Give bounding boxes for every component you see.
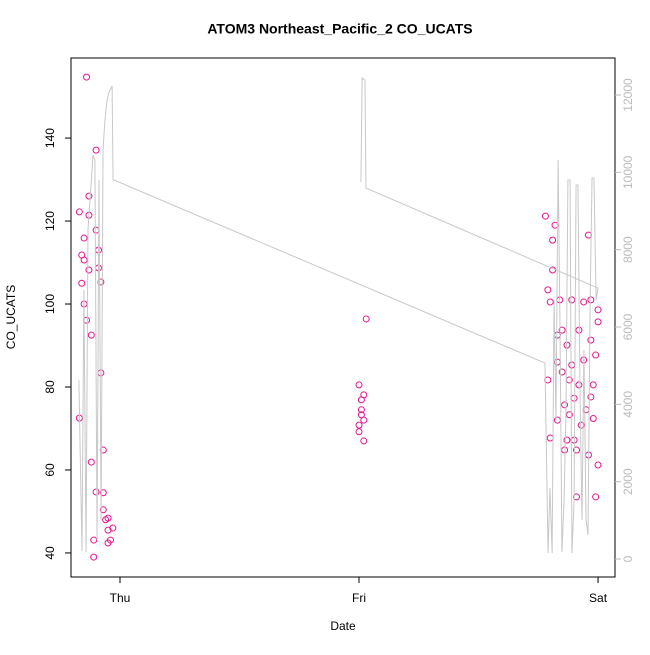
data-point <box>83 73 91 81</box>
data-point <box>558 326 566 334</box>
y2-tick-label: 2000 <box>621 468 635 495</box>
data-point <box>80 256 88 264</box>
data-point <box>577 421 585 429</box>
data-point <box>109 524 117 532</box>
data-point <box>355 421 363 429</box>
data-point <box>99 489 107 497</box>
data-point <box>360 416 368 424</box>
data-point <box>85 192 93 200</box>
data-point <box>587 336 595 344</box>
data-point <box>594 318 602 326</box>
y-tick-label: 60 <box>43 463 57 477</box>
y2-tick-label: 8000 <box>621 236 635 263</box>
altitude-line <box>78 77 599 554</box>
data-point <box>85 266 93 274</box>
data-point <box>587 393 595 401</box>
data-point <box>87 458 95 466</box>
data-point <box>92 146 100 154</box>
data-point <box>546 298 554 306</box>
y2-tick-label: 0 <box>621 555 635 562</box>
data-point <box>575 381 583 389</box>
data-point <box>553 331 561 339</box>
data-point <box>587 296 595 304</box>
x-axis-label: Date <box>330 619 356 633</box>
data-point <box>553 416 561 424</box>
data-point <box>362 315 370 323</box>
data-point <box>97 369 105 377</box>
y2-tick-label: 4000 <box>621 391 635 418</box>
data-point <box>360 391 368 399</box>
data-point <box>561 401 569 409</box>
data-point <box>92 488 100 496</box>
data-point <box>549 236 557 244</box>
x-tick-label: Thu <box>110 591 131 605</box>
x-tick-label: Sat <box>589 591 608 605</box>
y2-tick-label: 6000 <box>621 313 635 340</box>
data-point <box>90 536 98 544</box>
data-point <box>561 446 569 454</box>
data-point <box>568 361 576 369</box>
chart-title: ATOM3 Northeast_Pacific_2 CO_UCATS <box>207 21 472 37</box>
data-point <box>78 279 86 287</box>
data-point <box>568 296 576 304</box>
plot-box <box>70 57 616 578</box>
data-point <box>582 406 590 414</box>
y-tick-label: 80 <box>43 380 57 394</box>
data-point <box>80 234 88 242</box>
y-tick-label: 40 <box>43 546 57 560</box>
y-tick-label: 140 <box>43 128 57 148</box>
data-point <box>592 493 600 501</box>
data-point <box>104 514 112 522</box>
x-tick-label: Fri <box>352 591 366 605</box>
y-axis-label: CO_UCATS <box>4 285 18 349</box>
data-point <box>541 212 549 220</box>
data-point <box>360 437 368 445</box>
data-point <box>563 436 571 444</box>
data-point <box>357 406 365 414</box>
y2-tick-label: 10000 <box>621 155 635 189</box>
data-point <box>584 231 592 239</box>
data-point <box>589 381 597 389</box>
data-point <box>544 286 552 294</box>
data-point <box>104 539 112 547</box>
data-point <box>573 493 581 501</box>
data-point <box>573 446 581 454</box>
data-point <box>87 331 95 339</box>
data-point <box>558 368 566 376</box>
data-point <box>570 394 578 402</box>
data-point <box>546 434 554 442</box>
data-point <box>355 428 363 436</box>
data-point <box>592 351 600 359</box>
y-tick-label: 120 <box>43 211 57 231</box>
data-point <box>99 506 107 514</box>
data-point <box>97 278 105 286</box>
y-tick-label: 100 <box>43 294 57 314</box>
data-point <box>355 381 363 389</box>
data-point <box>594 461 602 469</box>
y2-tick-label: 12000 <box>621 78 635 112</box>
data-point <box>580 298 588 306</box>
data-point <box>594 306 602 314</box>
data-point <box>589 415 597 423</box>
data-point <box>90 553 98 561</box>
data-point <box>75 208 83 216</box>
